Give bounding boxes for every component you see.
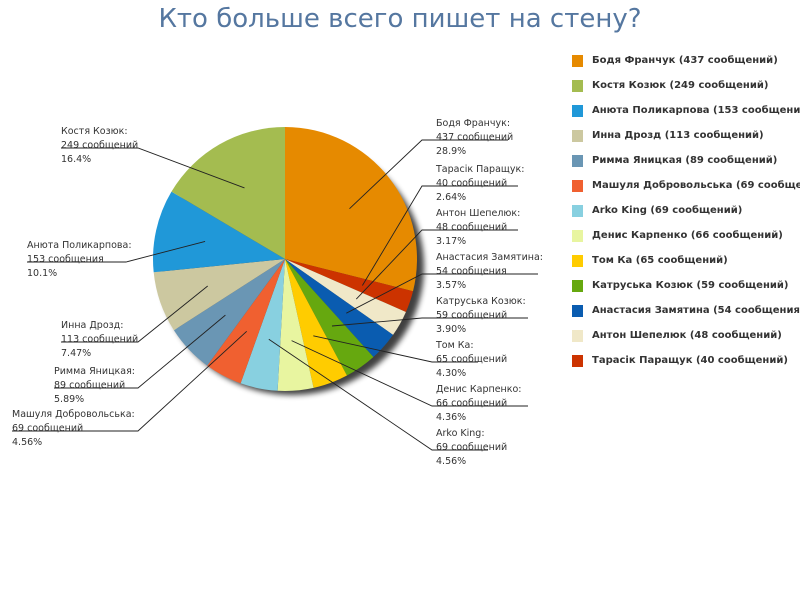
leader-line-7 (268, 338, 488, 451)
slice-label-9: Римма Яницкая: 89 сообщений 5.89% (54, 366, 135, 405)
legend-label: Инна Дрозд (113 сообщений) (592, 130, 764, 141)
leader-lines (12, 139, 538, 451)
legend-item: Костя Козюк (249 сообщений) (572, 77, 800, 102)
slice-label-4: Катруська Козюк: 59 сообщений 3.90% (436, 296, 526, 335)
slice-label-12: Костя Козюк: 249 сообщений 16.4% (61, 126, 138, 165)
legend: Бодя Франчук (437 сообщений) Костя Козюк … (572, 52, 800, 377)
legend-label: Бодя Франчук (437 сообщений) (592, 55, 778, 66)
slice-9 (173, 259, 285, 366)
legend-item: Денис Карпенко (66 сообщений) (572, 227, 800, 252)
legend-label: Машуля Добровольська (69 сообщений) (592, 180, 800, 191)
leader-line-6 (291, 340, 528, 407)
legend-label: Тарасік Паращук (40 сообщений) (592, 355, 788, 366)
pie-chart: Бодя Франчук: 437 сообщений 28.9% Тарасік П… (12, 118, 543, 467)
legend-item: Бодя Франчук (437 сообщений) (572, 52, 800, 77)
legend-label: Костя Козюк (249 сообщений) (592, 80, 769, 91)
legend-swatch (572, 230, 583, 242)
slice-4 (285, 259, 374, 376)
slice-label-0: Бодя Франчук: 437 сообщений 28.9% (436, 118, 513, 157)
slice-11 (152, 191, 285, 273)
slice-3 (285, 259, 394, 358)
legend-swatch (572, 130, 583, 142)
legend-item: Тарасік Паращук (40 сообщений) (572, 352, 800, 377)
slice-6 (277, 259, 314, 391)
legend-label: Антон Шепелюк (48 сообщений) (592, 330, 782, 341)
slice-2 (285, 259, 406, 335)
slice-label-11: Анюта Поликарпова: 153 сообщения 10.1% (27, 240, 132, 279)
legend-item: Анастасия Замятина (54 сообщения) (572, 302, 800, 327)
legend-item: Том Ка (65 сообщений) (572, 252, 800, 277)
legend-swatch (572, 205, 583, 217)
leader-line-9 (54, 314, 226, 389)
legend-item: Arko King (69 сообщений) (572, 202, 800, 227)
chart-title: Кто больше всего пишет на стену? (158, 4, 642, 34)
legend-label: Анастасия Замятина (54 сообщения) (592, 305, 800, 316)
legend-swatch (572, 180, 583, 192)
slice-label-5: Том Ка: 65 сообщений 4.30% (435, 340, 507, 379)
slice-1 (285, 259, 414, 312)
legend-item: Анюта Поликарпова (153 сообщения) (572, 102, 800, 127)
legend-swatch (572, 155, 583, 167)
leader-line-0 (349, 139, 508, 210)
slice-12 (171, 127, 285, 259)
leader-line-3 (346, 273, 538, 314)
slice-label-3: Анастасия Замятина: 54 сообщения 3.57% (436, 252, 543, 291)
legend-label: Катруська Козюк (59 сообщений) (592, 280, 789, 291)
leader-line-4 (331, 317, 528, 327)
legend-swatch (572, 55, 583, 67)
leader-line-1 (362, 185, 518, 286)
pie-slices (152, 127, 417, 391)
legend-swatch (572, 355, 583, 367)
slice-label-1: Тарасік Паращук: 40 сообщений 2.64% (435, 164, 524, 203)
legend-swatch (572, 305, 583, 317)
leader-line-8 (12, 330, 248, 432)
leader-line-11 (27, 240, 206, 263)
legend-swatch (572, 280, 583, 292)
legend-item: Катруська Козюк (59 сообщений) (572, 277, 800, 302)
legend-label: Денис Карпенко (66 сообщений) (592, 230, 783, 241)
slice-5 (285, 259, 347, 388)
legend-swatch (572, 255, 583, 267)
leader-line-5 (313, 335, 478, 363)
legend-item: Римма Яницкая (89 сообщений) (572, 152, 800, 177)
legend-label: Анюта Поликарпова (153 сообщения) (592, 105, 800, 116)
slice-7 (240, 259, 285, 391)
legend-item: Антон Шепелюк (48 сообщений) (572, 327, 800, 352)
legend-swatch (572, 80, 583, 92)
slice-8 (207, 259, 285, 384)
slice-labels: Бодя Франчук: 437 сообщений 28.9% Тарасік П… (12, 118, 543, 467)
slice-label-2: Антон Шепелюк: 48 сообщений 3.17% (436, 208, 520, 247)
slice-label-10: Инна Дрозд: 113 сообщений 7.47% (61, 320, 138, 359)
legend-swatch (572, 105, 583, 117)
leader-line-2 (355, 229, 518, 300)
legend-label: Arko King (69 сообщений) (592, 205, 743, 216)
legend-label: Том Ка (65 сообщений) (592, 255, 728, 266)
leader-line-12 (61, 147, 245, 189)
legend-label: Римма Яницкая (89 сообщений) (592, 155, 778, 166)
slice-label-6: Денис Карпенко: 66 сообщений 4.36% (436, 384, 522, 423)
legend-swatch (572, 330, 583, 342)
legend-item: Инна Дрозд (113 сообщений) (572, 127, 800, 152)
leader-line-10 (61, 285, 208, 343)
slice-label-7: Arko King: 69 сообщений 4.56% (436, 428, 507, 467)
slice-10 (153, 259, 285, 331)
slice-label-8: Машуля Добровольська: 69 сообщений 4.56% (12, 409, 135, 448)
legend-item: Машуля Добровольська (69 сообщений) (572, 177, 800, 202)
